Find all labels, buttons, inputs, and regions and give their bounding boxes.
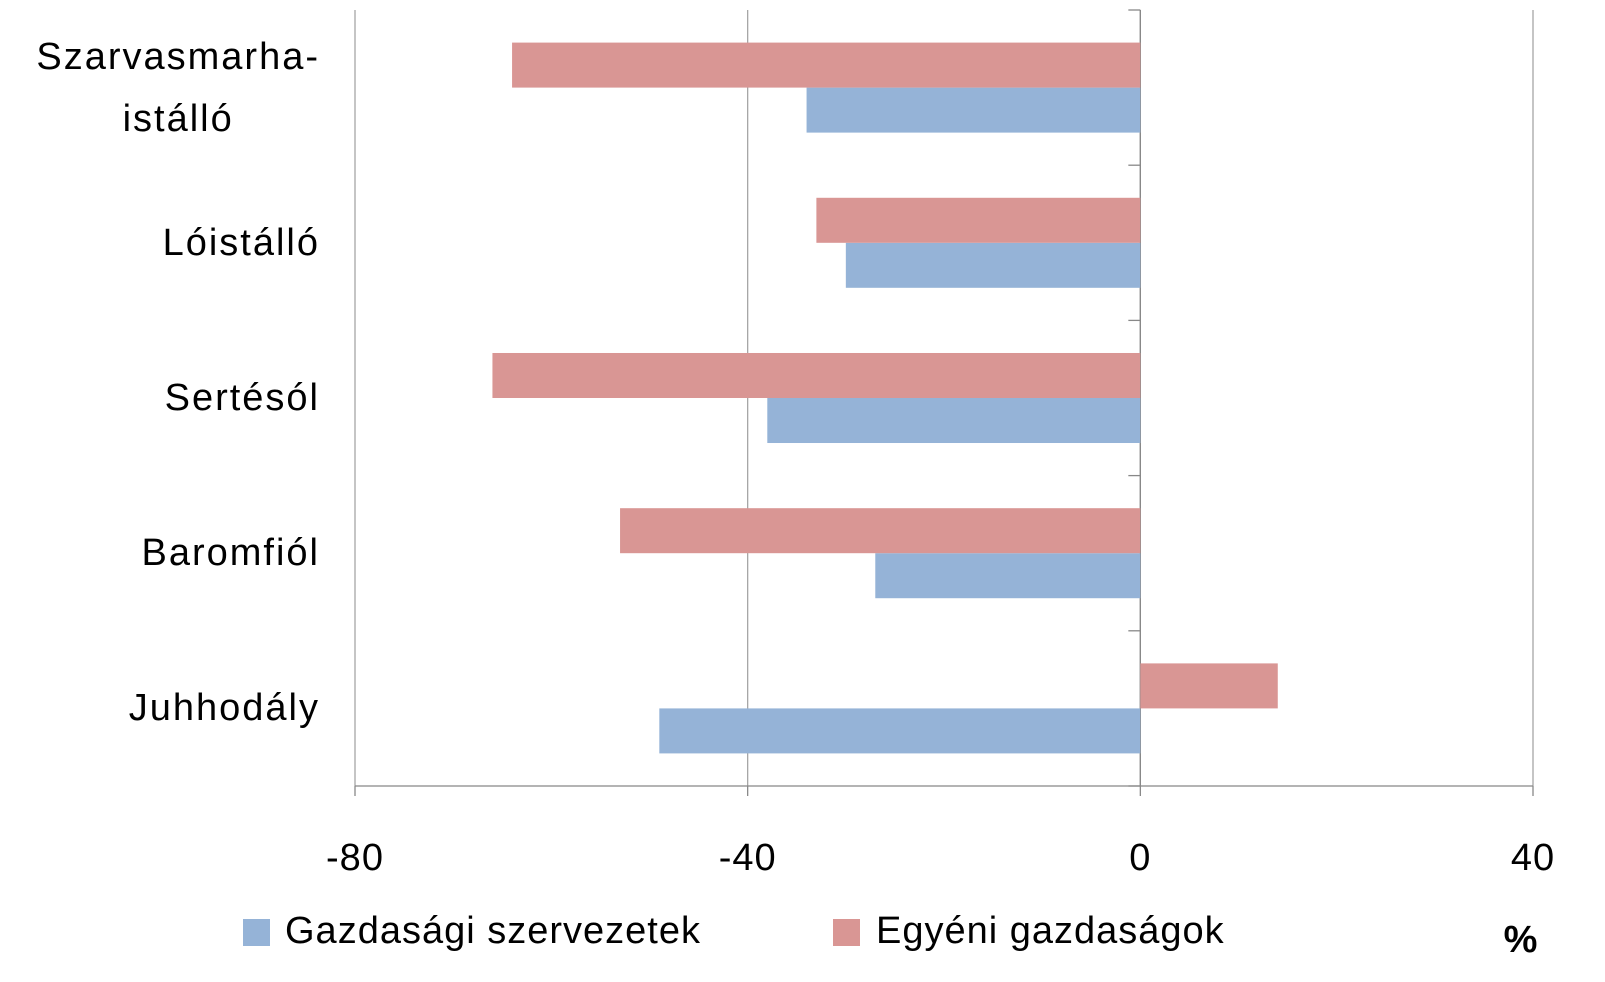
y-tick-label: Szarvasmarha- istálló [36,35,320,140]
y-tick-label: Sertésól [164,377,320,419]
bar [492,352,1141,398]
x-tick-label: -40 [719,837,777,879]
legend-label: Gazdasági szervezetek [285,910,701,952]
bar [659,708,1141,754]
unit-label: % [1504,919,1539,961]
x-tick-label: 40 [1511,837,1555,879]
bar [845,242,1141,288]
y-tick-label: Baromfiól [141,532,320,575]
bar [767,398,1141,444]
bar [1140,663,1278,709]
legend-swatch [243,919,270,946]
legend-label: Egyéni gazdaságok [876,910,1225,952]
legend-swatch [833,919,860,946]
bar [875,553,1141,599]
x-tick-label: -80 [326,837,384,879]
bar [816,197,1141,243]
x-tick-label: 0 [1129,837,1151,879]
bar [512,42,1141,88]
y-tick-label: Lóistálló [162,221,320,264]
bar [620,508,1141,554]
bar [806,87,1141,133]
y-tick-label: Juhhodály [128,687,320,730]
